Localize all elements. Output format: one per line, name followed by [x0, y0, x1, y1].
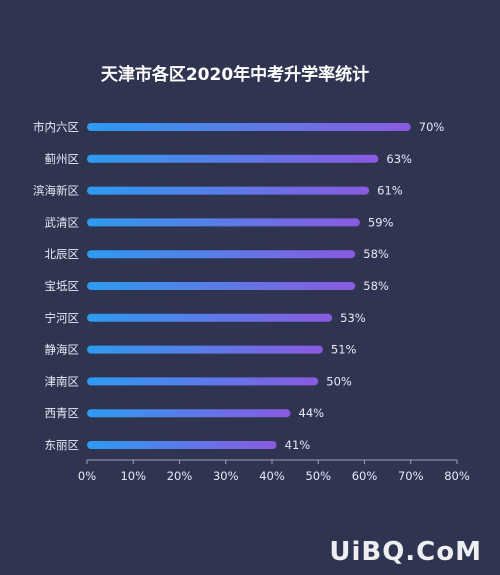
category-label: 蓟州区 — [45, 152, 80, 166]
bar — [87, 154, 379, 163]
value-label: 53% — [340, 311, 366, 325]
category-label: 东丽区 — [45, 438, 80, 452]
value-label: 63% — [386, 152, 412, 166]
bar — [87, 313, 333, 322]
bar — [87, 441, 277, 449]
x-tick-label: 50% — [305, 469, 331, 483]
category-label: 静海区 — [45, 343, 80, 357]
bar — [87, 123, 411, 131]
category-label: 市内六区 — [33, 120, 79, 134]
category-label: 武清区 — [45, 215, 80, 229]
bar — [87, 282, 356, 290]
x-tick-label: 70% — [398, 469, 424, 483]
category-label: 滨海新区 — [33, 184, 79, 198]
bar — [87, 345, 323, 354]
x-tick-label: 60% — [352, 469, 378, 483]
bar — [87, 218, 360, 227]
category-label: 西青区 — [45, 406, 80, 420]
category-label: 北辰区 — [45, 247, 80, 261]
category-label: 宁河区 — [45, 311, 80, 325]
category-label: 宝坻区 — [45, 279, 80, 293]
value-label: 58% — [363, 279, 389, 293]
x-tick-label: 30% — [213, 469, 239, 483]
value-label: 58% — [363, 247, 389, 261]
x-tick-label: 0% — [78, 469, 96, 483]
value-label: 41% — [285, 438, 311, 452]
x-tick-label: 40% — [259, 469, 285, 483]
chart-title: 天津市各区2020年中考升学率统计 — [101, 64, 369, 85]
x-tick-label: 80% — [444, 469, 470, 483]
watermark: UiBQ.CoM — [329, 537, 482, 567]
category-label: 津南区 — [45, 374, 80, 388]
value-label: 61% — [377, 184, 403, 198]
bar — [87, 250, 356, 259]
value-label: 59% — [368, 215, 394, 229]
x-tick-label: 20% — [167, 469, 193, 483]
value-label: 70% — [419, 120, 445, 134]
x-tick-label: 10% — [120, 469, 146, 483]
value-label: 50% — [326, 374, 352, 388]
bars-layer: 市内六区 70% 蓟州区 63% 滨海新区 61% 武清区 59% 北辰区 58% 宝坻区 58% 宁河… — [33, 120, 444, 452]
value-label: 51% — [331, 343, 357, 357]
bar — [87, 186, 370, 195]
bar — [87, 377, 319, 386]
bar — [87, 409, 291, 418]
x-axis: 0% 10% 20% 30% 40% 50% 60% 70% 80% — [78, 460, 470, 483]
value-label: 44% — [299, 406, 325, 420]
